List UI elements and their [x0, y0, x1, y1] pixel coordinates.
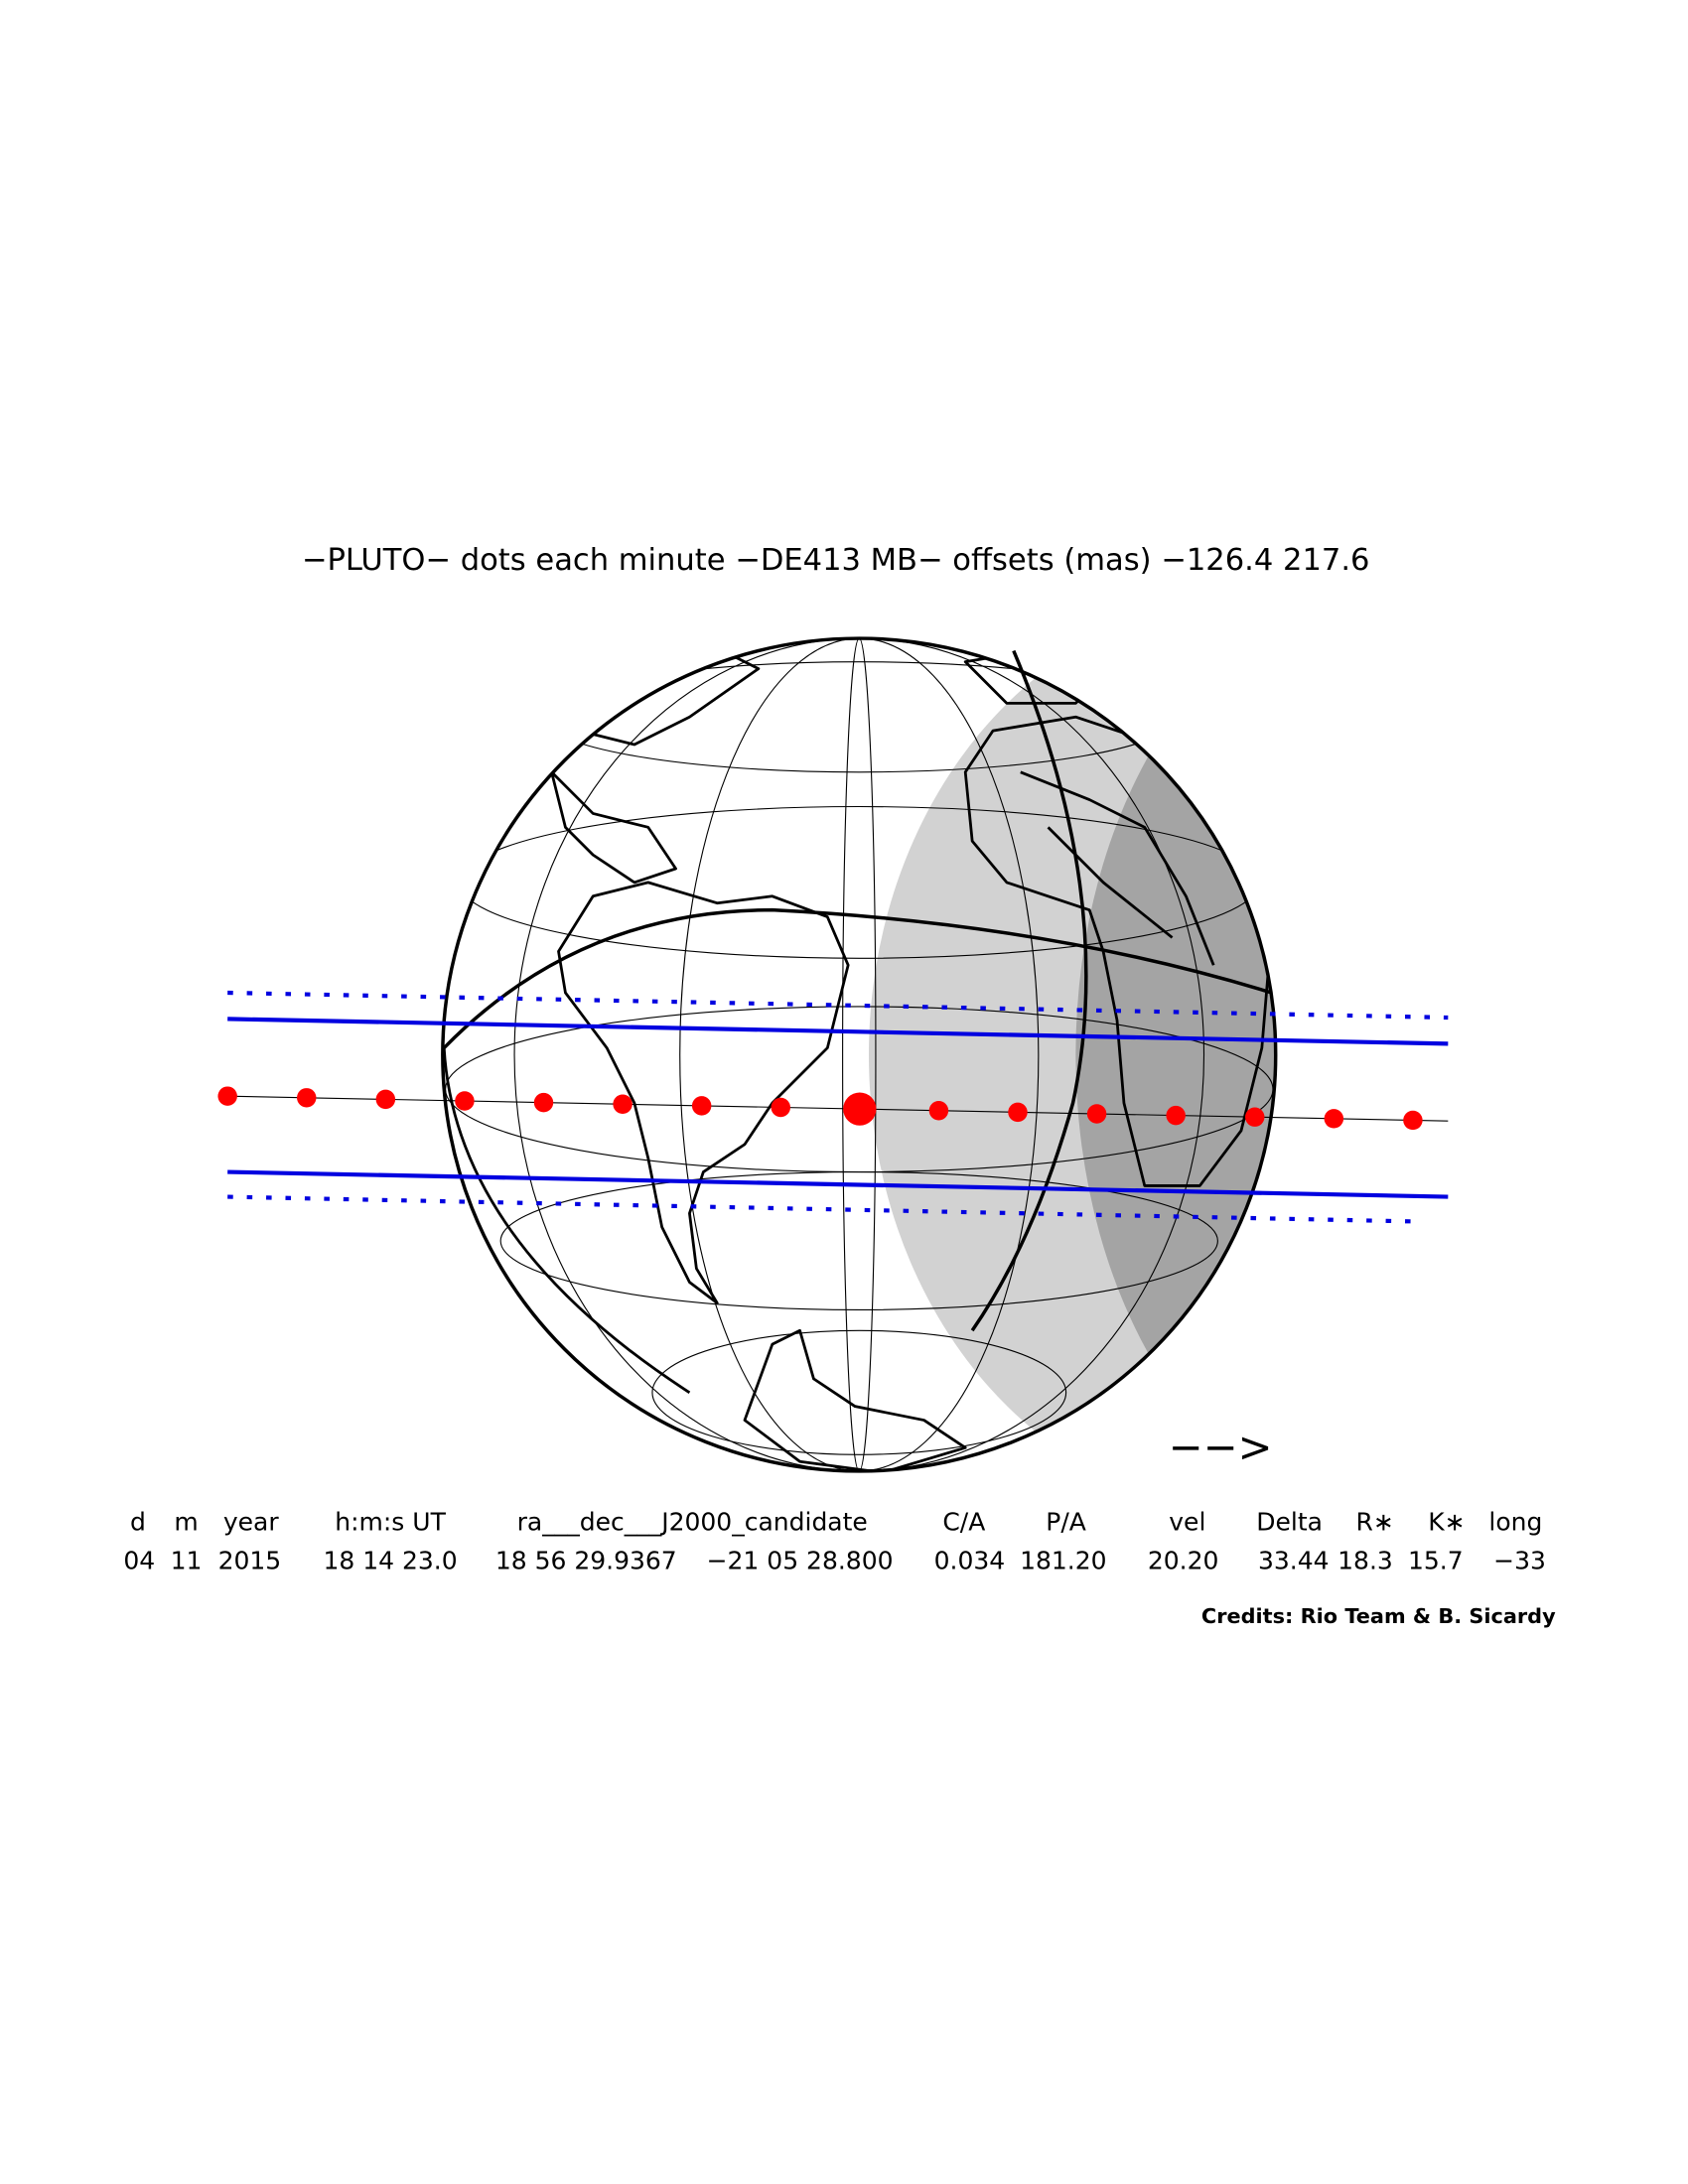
zone-boundary — [442, 1047, 691, 1394]
minute-dot — [771, 1097, 790, 1118]
minute-dot — [1008, 1102, 1028, 1123]
table-value: 18.3 — [1337, 1547, 1393, 1575]
minute-dot — [691, 1096, 712, 1116]
shadow-path — [217, 990, 1449, 1224]
minute-dot — [843, 1092, 877, 1126]
table-value: 33.44 — [1258, 1547, 1330, 1575]
table-value: 181.20 — [1020, 1547, 1106, 1575]
table-header: ra___dec___J2000_candidate — [517, 1508, 868, 1537]
globe-limb — [441, 636, 1278, 1473]
minute-dot — [533, 1092, 554, 1113]
centerline — [227, 1095, 1449, 1122]
minute-dot — [375, 1089, 396, 1110]
minute-dot — [297, 1088, 317, 1108]
table-header: C/A — [942, 1508, 985, 1537]
minute-dot — [1324, 1109, 1344, 1129]
table-value: 11 — [171, 1547, 203, 1575]
minute-dot — [1166, 1105, 1186, 1126]
table-header: P/A — [1046, 1508, 1086, 1537]
table-header: Delta — [1256, 1508, 1323, 1537]
table-value: −21 05 28.800 — [707, 1547, 894, 1575]
minute-dot — [613, 1094, 633, 1114]
table-value: 18 56 29.9367 — [495, 1547, 677, 1575]
event-table: d m year h:m:s UT ra___dec___J2000_candidate… — [123, 1508, 1546, 1575]
table-header: year — [223, 1508, 279, 1537]
table-value: 2015 — [218, 1547, 282, 1575]
table-header: K∗ — [1428, 1508, 1465, 1537]
table-value: 15.7 — [1408, 1547, 1464, 1575]
table-value: 18 14 23.0 — [323, 1547, 457, 1575]
table-value: 04 — [123, 1547, 155, 1575]
direction-arrow: −−> — [1169, 1423, 1273, 1471]
table-value: 0.034 — [934, 1547, 1006, 1575]
terminator — [970, 649, 1088, 1332]
shadow-limit-north — [227, 1017, 1449, 1046]
title: −PLUTO− dots each minute −DE413 MB− offs… — [302, 543, 1370, 578]
minute-dot — [1086, 1104, 1107, 1124]
globe — [441, 636, 1278, 1473]
table-header: d — [130, 1508, 146, 1537]
night-shading — [868, 638, 1276, 1471]
table-header: R∗ — [1356, 1508, 1394, 1537]
minute-dot — [455, 1091, 475, 1111]
credits: Credits: Rio Team & B. Sicardy — [1201, 1604, 1556, 1628]
table-value: 20.20 — [1148, 1547, 1219, 1575]
table-header: vel — [1169, 1508, 1205, 1537]
table-header: long — [1488, 1508, 1542, 1537]
minute-dots — [217, 1086, 1423, 1131]
table-header: m — [174, 1508, 198, 1537]
table-value: −33 — [1493, 1547, 1546, 1575]
shadow-limit-south — [227, 1169, 1449, 1199]
minute-dot — [1403, 1110, 1423, 1131]
minute-dot — [928, 1101, 949, 1121]
minute-dot — [217, 1086, 237, 1106]
table-header: h:m:s UT — [335, 1508, 446, 1537]
minute-dot — [1245, 1107, 1265, 1127]
zone-boundary — [442, 907, 1273, 1049]
